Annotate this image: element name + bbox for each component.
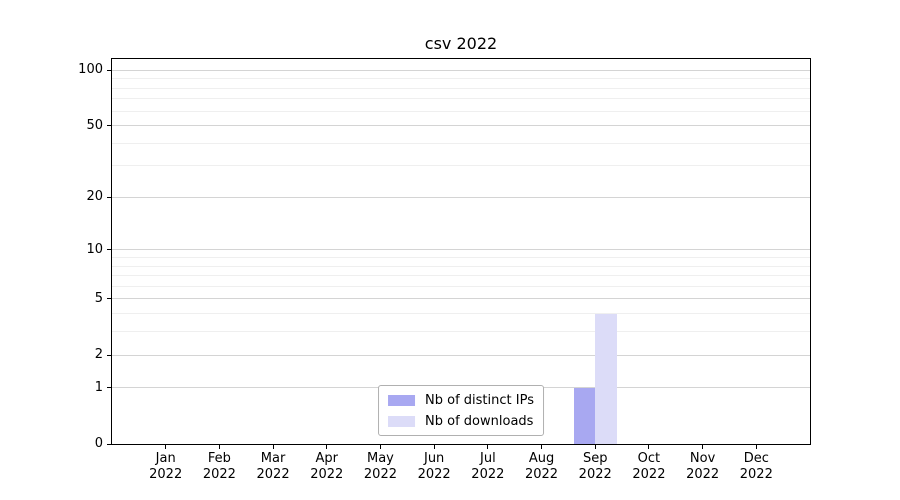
y-axis-tick — [107, 125, 111, 127]
gridline-major — [112, 249, 810, 251]
y-tick-label: 50 — [86, 117, 103, 133]
gridline-minor — [112, 285, 810, 287]
y-tick-label: 100 — [78, 62, 103, 78]
x-tick-label-line: Feb — [207, 451, 231, 466]
gridline-minor — [112, 257, 810, 259]
x-axis-tick — [541, 445, 543, 449]
gridline-minor — [112, 165, 810, 167]
x-tick-label: Oct 2022 — [632, 451, 665, 483]
x-tick-label: Mar 2022 — [257, 451, 290, 483]
x-tick-label-line: Sep — [582, 451, 608, 466]
y-axis-tick — [107, 196, 111, 198]
x-tick-label: Nov 2022 — [686, 451, 719, 483]
x-tick-label: Jul 2022 — [471, 451, 504, 483]
x-tick-label-line: 2022 — [578, 467, 612, 482]
x-tick-label-line: Mar — [260, 451, 286, 466]
y-tick-label: 20 — [86, 189, 103, 205]
x-tick-label-line: Dec — [743, 451, 769, 466]
y-tick-label: 0 — [94, 436, 103, 451]
legend-label: Nb of distinct IPs — [425, 392, 534, 408]
gridline-major — [112, 298, 810, 300]
x-tick-label: Sep 2022 — [579, 451, 612, 483]
x-tick-label: Apr 2022 — [310, 451, 343, 483]
x-axis-tick — [755, 445, 757, 449]
x-tick-label: Jan 2022 — [149, 451, 182, 483]
legend-item: Nb of distinct IPs — [388, 391, 534, 409]
gridline-minor — [112, 98, 810, 100]
x-tick-label-line: Nov — [689, 451, 716, 466]
x-tick-label: Dec 2022 — [740, 451, 773, 483]
legend-swatch-icon — [388, 394, 416, 406]
x-axis-tick — [433, 445, 435, 449]
x-tick-label-line: 2022 — [524, 467, 559, 482]
x-axis-tick — [218, 445, 220, 449]
x-tick-label-line: Apr — [315, 451, 339, 466]
x-tick-label-line: Oct — [637, 451, 661, 466]
x-tick-label-line: 2022 — [417, 467, 451, 482]
x-axis-tick — [326, 445, 328, 449]
y-tick-label: 2 — [94, 347, 103, 363]
x-tick-label-line: Aug — [528, 451, 555, 466]
x-tick-label-line: 2022 — [363, 467, 397, 482]
x-axis-tick — [487, 445, 489, 449]
x-tick-label: Jun 2022 — [418, 451, 451, 483]
x-axis-tick — [272, 445, 274, 449]
gridline-major — [112, 196, 810, 198]
x-tick-label-line: Jun — [423, 451, 445, 466]
gridline-minor — [112, 331, 810, 333]
x-axis-tick — [594, 445, 596, 449]
y-tick-label: 10 — [86, 241, 103, 257]
y-axis-tick — [107, 387, 111, 389]
gridline-minor — [112, 142, 810, 144]
gridline-minor — [112, 265, 810, 267]
legend-label: Nb of downloads — [425, 413, 534, 429]
bar-downloads — [595, 313, 617, 444]
x-axis-tick — [702, 445, 704, 449]
x-axis-tick — [648, 445, 650, 449]
x-tick-label-line: 2022 — [686, 467, 720, 482]
gridline-major — [112, 69, 810, 71]
x-tick-label-line: Jul — [480, 451, 496, 466]
x-tick-label-line: 2022 — [202, 467, 236, 482]
x-axis-tick — [379, 445, 381, 449]
legend: Nb of distinct IPs Nb of downloads — [378, 385, 544, 436]
y-axis-tick — [107, 69, 111, 71]
y-axis-tick — [107, 298, 111, 300]
plot-area: 0 1 2 5 10 20 50 100 Jan 2022 Feb 2022 Mar 2022 Apr 202… — [78, 58, 811, 482]
x-tick-label-line: 2022 — [149, 467, 183, 482]
y-axis-tick — [107, 354, 111, 356]
chart-title: csv 2022 — [424, 34, 498, 53]
y-tick-label: 5 — [94, 290, 103, 306]
x-tick-label: Feb 2022 — [203, 451, 236, 483]
x-tick-label: Aug 2022 — [525, 451, 558, 483]
legend-item: Nb of downloads — [388, 412, 534, 430]
y-axis-tick — [107, 249, 111, 251]
x-tick-label-line: 2022 — [632, 467, 666, 482]
gridline-minor — [112, 313, 810, 315]
x-tick-label-line: Jan — [155, 451, 176, 466]
bar-distinct-ips — [573, 387, 596, 444]
x-tick-label-line: May — [367, 451, 394, 466]
x-tick-label-line: 2022 — [310, 467, 344, 482]
x-tick-label-line: 2022 — [256, 467, 290, 482]
gridline-minor — [112, 87, 810, 89]
gridline-major — [112, 125, 810, 127]
x-tick-label-line: 2022 — [471, 467, 505, 482]
gridline-minor — [112, 110, 810, 112]
gridline-major — [112, 354, 810, 356]
x-tick-label-line: 2022 — [739, 467, 773, 482]
legend-swatch-icon — [388, 415, 416, 427]
y-tick-label: 1 — [94, 379, 103, 395]
gridline-minor — [112, 78, 810, 80]
y-axis-tick — [107, 443, 111, 445]
gridline-minor — [112, 275, 810, 277]
x-axis-tick — [165, 445, 167, 449]
x-tick-label: May 2022 — [364, 451, 397, 483]
